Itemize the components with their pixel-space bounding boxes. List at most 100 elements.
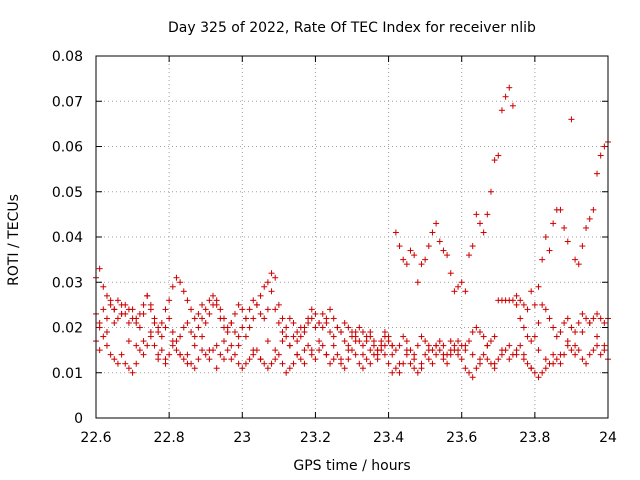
data-point [224,324,231,331]
data-point [264,306,271,313]
data-point [166,351,173,358]
data-point [308,347,315,354]
data-point [359,342,366,349]
data-point [261,283,268,290]
data-point [188,306,195,313]
x-tick-label: 23.8 [519,430,550,446]
data-point [345,347,352,354]
data-point [228,342,235,349]
data-point [261,315,268,322]
data-point [286,315,293,322]
data-point [396,369,403,376]
data-point [261,360,268,367]
data-point [305,342,312,349]
data-point [118,310,125,317]
data-point [524,360,531,367]
data-point [422,256,429,263]
data-point [583,360,590,367]
data-point [257,310,264,317]
y-tick-label: 0 [74,411,83,427]
data-point [520,301,527,308]
y-tick-labels: 0 0.01 0.02 0.03 0.04 0.05 0.06 0.07 0.08 [52,49,83,427]
x-tick-label: 24 [599,430,617,446]
data-point [272,347,279,354]
data-point [147,329,154,336]
data-point [367,329,374,336]
data-point [308,315,315,322]
data-point [147,306,154,313]
data-point [122,360,129,367]
data-point [327,329,334,336]
data-point [275,301,282,308]
data-point [513,351,520,358]
data-point [359,351,366,358]
data-point [279,329,286,336]
x-tick-label: 22.8 [154,430,185,446]
data-point [546,315,553,322]
data-point [323,319,330,326]
data-point [381,333,388,340]
data-point [312,356,319,363]
data-point [162,306,169,313]
data-point [370,338,377,345]
data-point [546,247,553,254]
data-point [199,347,206,354]
data-point [597,152,604,159]
data-point [312,310,319,317]
data-point [535,319,542,326]
data-point [210,301,217,308]
data-point [221,356,227,363]
data-point [539,369,546,376]
data-point [564,238,571,245]
data-point [363,333,370,340]
data-point [579,329,586,336]
x-axis-label: GPS time / hours [293,458,410,474]
data-point [177,333,184,340]
data-point [597,315,604,322]
data-point [158,347,165,354]
data-point [166,315,173,322]
data-point [103,315,110,322]
x-tick-label: 23 [233,430,251,446]
data-point [338,356,345,363]
data-point [257,292,264,299]
data-point [568,347,575,354]
data-point [136,324,143,331]
data-point [528,288,535,295]
data-point [597,351,604,358]
data-point [466,369,473,376]
data-point [557,360,564,367]
data-point [381,342,388,349]
data-point [407,247,414,254]
data-point [502,93,509,100]
data-point [440,342,447,349]
data-point [480,333,487,340]
data-point [206,310,213,317]
data-point [221,315,227,322]
y-tick-label: 0.02 [52,321,83,337]
data-point [103,292,110,299]
y-tick-label: 0.04 [52,230,83,246]
data-point [125,319,132,326]
data-point [429,360,436,367]
data-point [151,342,158,349]
data-point [542,234,549,240]
data-point [290,319,297,326]
data-point [162,324,169,331]
data-point [359,365,366,372]
data-point [257,356,264,363]
data-point [305,319,312,326]
data-point [114,315,121,322]
data-point [487,188,494,195]
data-point [239,365,246,372]
data-point [429,229,436,236]
data-point [462,288,469,295]
data-point [498,107,505,114]
data-point [400,333,407,340]
data-point [158,333,165,340]
data-point [272,274,279,281]
data-point [180,324,187,331]
data-point [279,360,286,367]
data-point [228,319,235,326]
